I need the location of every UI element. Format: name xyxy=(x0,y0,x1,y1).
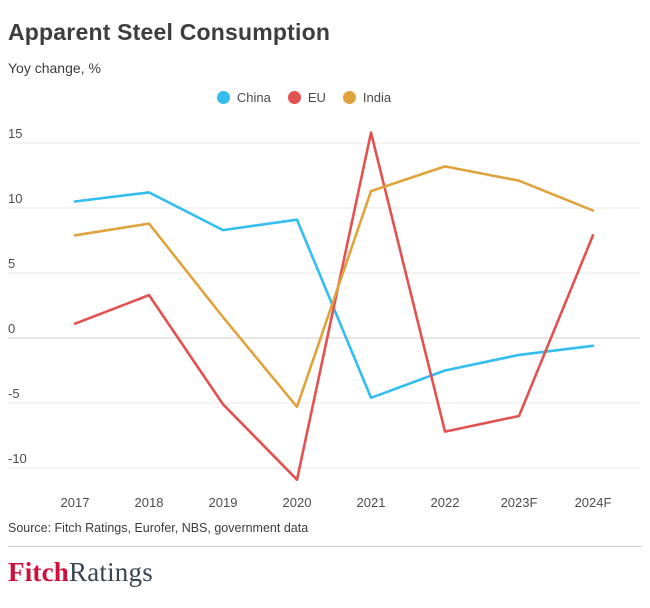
legend-label-india: India xyxy=(362,90,392,105)
legend-dot-india-icon xyxy=(342,91,356,104)
source-note: Source: Fitch Ratings, Eurofer, NBS, gov… xyxy=(8,521,309,535)
footer-divider xyxy=(8,546,642,547)
y-tick-label: 10 xyxy=(8,191,22,206)
x-tick-label: 2020 xyxy=(283,495,312,510)
chart-title: Apparent Steel Consumption xyxy=(8,19,331,45)
x-tick-label: 2023F xyxy=(501,495,538,510)
chart-canvas: 15 10 5 0 -5 -10 2017 2018 2019 2020 2021 2022 2023F… xyxy=(8,126,640,510)
legend-item-india: India xyxy=(342,90,392,105)
legend-item-eu: EU xyxy=(287,90,326,105)
logo-ratings: Ratings xyxy=(69,557,153,587)
fitch-ratings-logo: FitchRatings xyxy=(8,557,153,588)
legend-label-china: China xyxy=(236,90,271,105)
series-line-eu xyxy=(73,131,595,482)
x-tick-label: 2017 xyxy=(61,495,90,510)
legend-item-china: China xyxy=(216,90,271,105)
x-tick-label: 2022 xyxy=(431,495,460,510)
y-tick-label: -10 xyxy=(8,451,27,466)
y-tick-label: 5 xyxy=(8,256,15,271)
y-tick-label: 0 xyxy=(8,321,15,336)
y-tick-label: 15 xyxy=(8,126,22,141)
x-tick-label: 2018 xyxy=(135,495,164,510)
series-line-india xyxy=(73,165,595,409)
legend-dot-eu-icon xyxy=(287,91,301,104)
legend-label-eu: EU xyxy=(307,90,326,105)
logo-fitch: Fitch xyxy=(8,557,69,587)
x-tick-label: 2024F xyxy=(575,495,612,510)
x-tick-label: 2019 xyxy=(209,495,238,510)
legend: China EU India xyxy=(0,90,650,105)
y-tick-label: -5 xyxy=(8,386,20,401)
x-tick-label: 2021 xyxy=(357,495,386,510)
chart-subtitle: Yoy change, % xyxy=(8,60,101,76)
legend-dot-china-icon xyxy=(216,91,230,104)
